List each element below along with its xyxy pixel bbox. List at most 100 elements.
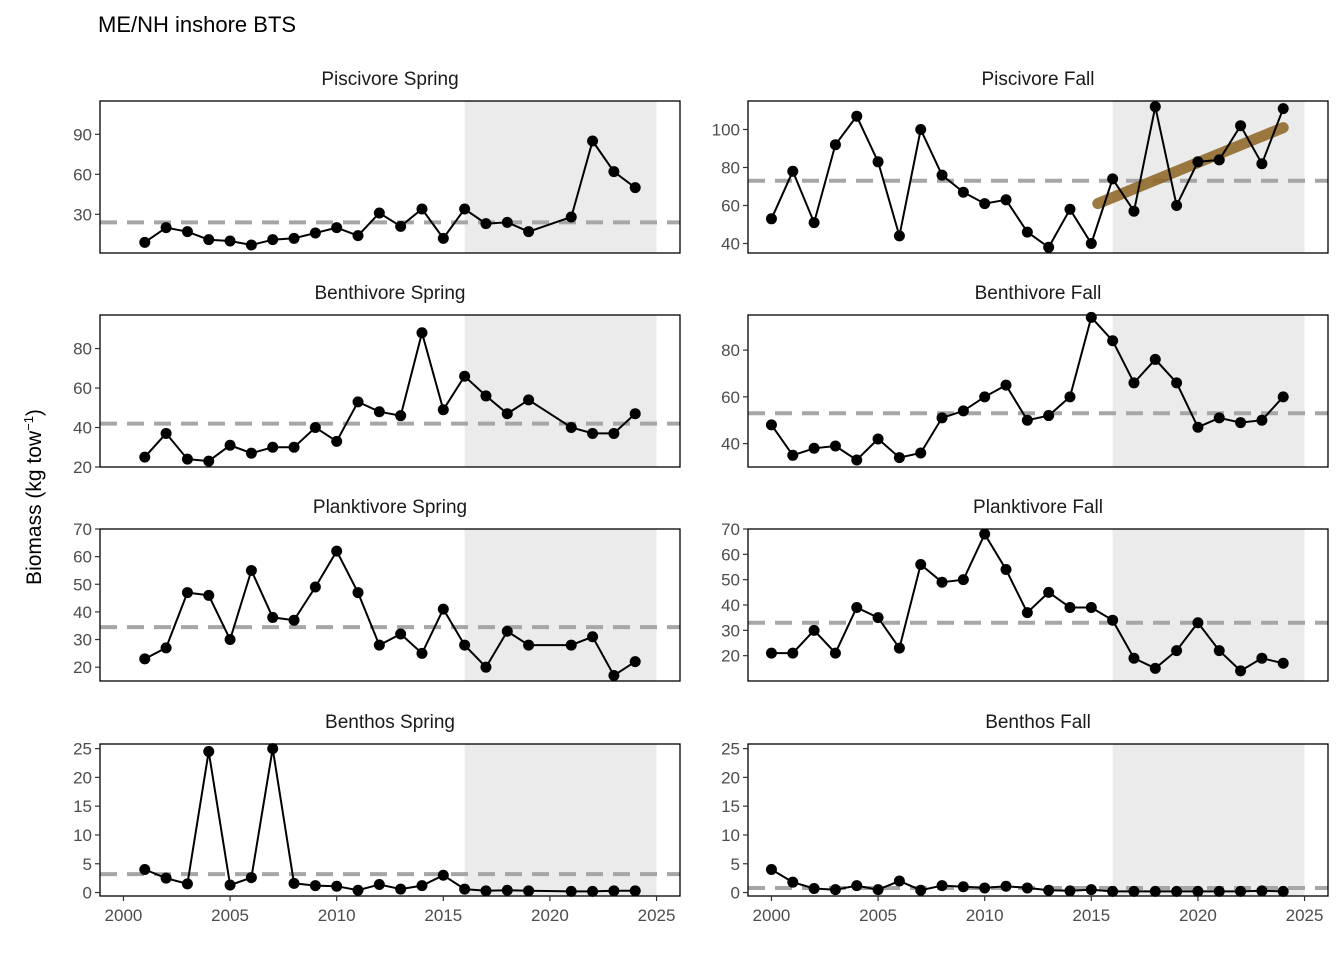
y-tick-label: 30 bbox=[721, 621, 740, 640]
data-point bbox=[309, 880, 321, 892]
x-tick-label: 2015 bbox=[424, 906, 462, 925]
data-point bbox=[309, 227, 321, 239]
data-point bbox=[1192, 885, 1204, 897]
data-point bbox=[787, 876, 799, 888]
y-tick-label: 0 bbox=[731, 884, 740, 903]
data-point bbox=[608, 166, 620, 178]
panel-planktivore-spring: Planktivore Spring 20 30 40 50 60 70 bbox=[73, 497, 681, 682]
data-point bbox=[787, 647, 799, 659]
data-point bbox=[224, 879, 236, 891]
data-point bbox=[1213, 412, 1225, 424]
x-tick-label: 2000 bbox=[753, 906, 791, 925]
data-point bbox=[565, 885, 577, 897]
data-point bbox=[416, 647, 428, 659]
y-tick-label: 40 bbox=[73, 419, 92, 438]
y-tick-label: 20 bbox=[721, 768, 740, 787]
data-point bbox=[1192, 421, 1204, 433]
panel-title: Benthos Spring bbox=[325, 712, 455, 733]
data-point bbox=[851, 880, 863, 892]
data-point bbox=[395, 410, 407, 422]
data-point bbox=[893, 452, 905, 464]
y-tick-label: 10 bbox=[721, 826, 740, 845]
data-point bbox=[765, 864, 777, 876]
panel-title: Piscivore Spring bbox=[321, 69, 458, 90]
data-point bbox=[288, 441, 300, 453]
x-tick-label: 2020 bbox=[1179, 906, 1217, 925]
y-tick-label: 20 bbox=[73, 658, 92, 677]
data-point bbox=[829, 440, 841, 452]
data-point bbox=[373, 878, 385, 890]
x-tick-label: 2005 bbox=[859, 906, 897, 925]
data-point bbox=[139, 864, 151, 876]
data-point bbox=[352, 884, 364, 896]
data-point bbox=[224, 439, 236, 451]
data-point bbox=[893, 642, 905, 654]
data-point bbox=[245, 872, 257, 884]
data-point bbox=[181, 878, 193, 890]
data-point bbox=[416, 880, 428, 892]
data-point bbox=[245, 564, 257, 576]
data-point bbox=[480, 390, 492, 402]
y-tick-label: 50 bbox=[73, 575, 92, 594]
data-point bbox=[181, 453, 193, 465]
data-point bbox=[331, 545, 343, 557]
data-point bbox=[459, 370, 471, 382]
recent-period-shade bbox=[1112, 315, 1305, 467]
data-point bbox=[1277, 391, 1289, 403]
data-point bbox=[1064, 885, 1076, 897]
y-tick-label: 15 bbox=[721, 797, 740, 816]
x-tick-label: 2025 bbox=[638, 906, 676, 925]
panel-title: Planktivore Spring bbox=[313, 497, 467, 518]
data-point bbox=[459, 883, 471, 895]
data-point bbox=[808, 883, 820, 895]
data-point bbox=[267, 234, 279, 246]
data-point bbox=[1021, 607, 1033, 619]
y-tick-label: 90 bbox=[73, 125, 92, 144]
trend-line bbox=[1092, 122, 1289, 210]
data-point bbox=[893, 230, 905, 242]
data-point bbox=[480, 661, 492, 673]
data-point bbox=[1256, 885, 1268, 897]
y-tick-label: 60 bbox=[721, 197, 740, 216]
panel-title: Planktivore Fall bbox=[973, 497, 1103, 518]
data-point bbox=[160, 222, 172, 234]
panel-title: Piscivore Fall bbox=[982, 69, 1095, 90]
y-tick-label: 70 bbox=[721, 520, 740, 539]
data-point bbox=[1149, 353, 1161, 365]
data-point bbox=[587, 631, 599, 643]
panel-border bbox=[99, 528, 681, 682]
data-point bbox=[1064, 602, 1076, 614]
data-point bbox=[787, 449, 799, 461]
data-point bbox=[331, 435, 343, 447]
data-point bbox=[373, 639, 385, 651]
data-point bbox=[1021, 882, 1033, 894]
data-point bbox=[957, 405, 969, 417]
data-point bbox=[1107, 173, 1119, 185]
data-point bbox=[1043, 884, 1055, 896]
x-tick-label: 2010 bbox=[966, 906, 1004, 925]
data-point bbox=[957, 574, 969, 586]
recent-period-shade bbox=[464, 744, 657, 896]
data-point bbox=[765, 419, 777, 431]
y-tick-label: 60 bbox=[721, 545, 740, 564]
data-point bbox=[851, 110, 863, 122]
data-point bbox=[523, 885, 535, 897]
data-point bbox=[203, 589, 215, 601]
y-tick-label: 60 bbox=[73, 165, 92, 184]
data-point bbox=[331, 880, 343, 892]
data-point bbox=[1149, 885, 1161, 897]
data-point bbox=[1171, 645, 1183, 657]
data-point bbox=[1107, 335, 1119, 347]
data-point bbox=[629, 656, 641, 668]
data-point bbox=[523, 226, 535, 238]
y-tick-label: 80 bbox=[73, 340, 92, 359]
data-point bbox=[565, 639, 577, 651]
data-point bbox=[309, 422, 321, 434]
panel-border bbox=[99, 743, 681, 897]
data-point bbox=[1277, 885, 1289, 897]
data-point bbox=[309, 581, 321, 593]
data-point bbox=[1085, 602, 1097, 614]
data-point bbox=[1043, 586, 1055, 598]
